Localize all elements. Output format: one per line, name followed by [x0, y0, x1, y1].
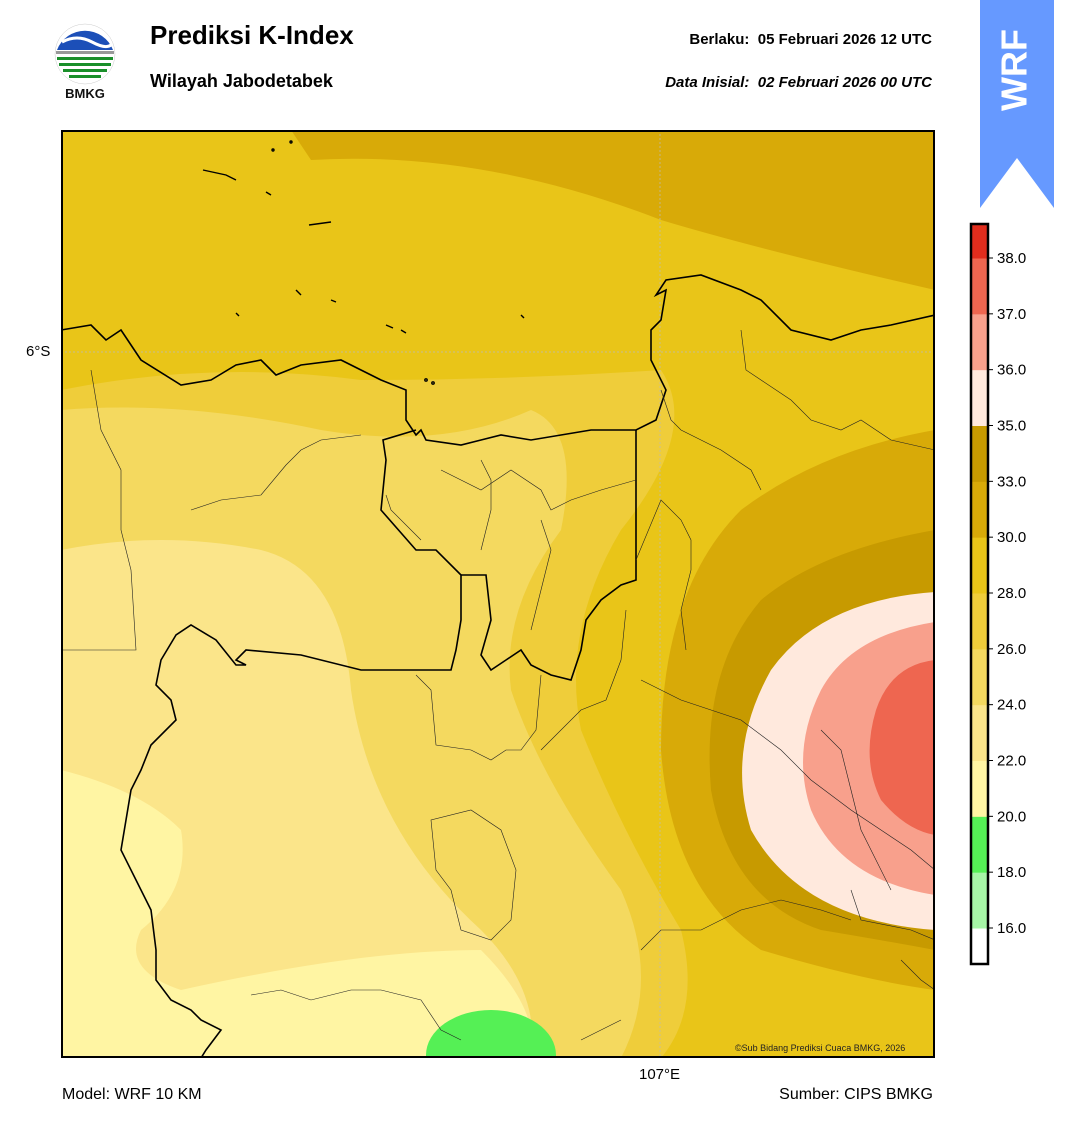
wrf-badge: WRF	[980, 0, 1054, 208]
colorbar-segment	[971, 760, 988, 817]
contour-sw-lowest	[61, 770, 533, 1058]
colorbar-tick-label: 38.0	[997, 250, 1026, 267]
colorbar-segment	[971, 593, 988, 650]
colorbar-segment	[971, 872, 988, 929]
init-label: Data Inisial:	[665, 74, 750, 91]
contour-east-37	[869, 660, 935, 835]
colorbar-tick-label: 20.0	[997, 808, 1026, 825]
colorbar-segment	[971, 648, 988, 706]
contour-sw-low	[61, 540, 533, 1058]
province-borders	[120, 429, 637, 1058]
valid-label: Berlaku:	[689, 31, 750, 48]
colorbar-tick-label: 16.0	[997, 920, 1026, 937]
wrf-badge-text: WRF	[994, 29, 1035, 111]
valid-value: 05 Februari 2026 12 UTC	[757, 31, 932, 48]
colorbar-tick-label: 18.0	[997, 864, 1026, 881]
model-info: Model: WRF 10 KM	[62, 1086, 202, 1103]
colorbar-tick-label: 33.0	[997, 473, 1026, 490]
colorbar-segment	[971, 481, 988, 538]
colorbar-tick-label: 24.0	[997, 697, 1026, 714]
colorbar-segment	[971, 816, 988, 873]
page-title: Prediksi K-Index	[150, 20, 354, 50]
colorbar-segment	[971, 928, 988, 965]
colorbar-tick-label: 37.0	[997, 306, 1026, 323]
init-value: 02 Februari 2026 00 UTC	[757, 74, 932, 91]
map-frame	[61, 130, 935, 1058]
colorbar-tick-label: 35.0	[997, 418, 1026, 435]
colorbar-tick-label: 22.0	[997, 753, 1026, 770]
colorbar-segment	[971, 313, 988, 371]
colorbar-tick-label: 36.0	[997, 362, 1026, 379]
colorbar-segment	[971, 258, 988, 315]
bmkg-logo-icon: BMKG	[54, 23, 116, 101]
valid-time: Berlaku: 05 Februari 2026 12 UTC	[689, 31, 932, 48]
colorbar-segment	[971, 704, 988, 761]
colorbar-tick-label: 28.0	[997, 585, 1026, 602]
colorbar-segment	[971, 224, 988, 259]
logo-text: BMKG	[65, 86, 105, 101]
colorbar-frame	[969, 222, 990, 966]
coastline	[61, 274, 935, 446]
colorbar-segment	[971, 537, 988, 594]
map-credit: ©Sub Bidang Prediksi Cuaca BMKG, 2026	[735, 1043, 906, 1053]
k-index-map	[61, 130, 935, 1058]
colorbar-segment	[971, 369, 988, 426]
thousand-islands	[202, 140, 525, 385]
k-index-colorbar: 16.0 18.0 20.0 22.0 24.0 26.0 28.0 30.0 33.0 35.0…	[969, 222, 1026, 966]
district-borders	[61, 329, 935, 1041]
colorbar-tick-label: 30.0	[997, 529, 1026, 546]
colorbar-segment	[971, 425, 988, 482]
contour-ne-high	[291, 130, 935, 290]
init-time: Data Inisial: 02 Februari 2026 00 UTC	[665, 74, 932, 91]
colorbar-tick-label: 26.0	[997, 641, 1026, 658]
region-subtitle: Wilayah Jabodetabek	[150, 71, 333, 91]
lat-label: 6°S	[26, 343, 51, 360]
lon-label: 107°E	[639, 1066, 681, 1083]
contour-green-low	[426, 1010, 556, 1058]
source-info: Sumber: CIPS BMKG	[779, 1086, 933, 1103]
